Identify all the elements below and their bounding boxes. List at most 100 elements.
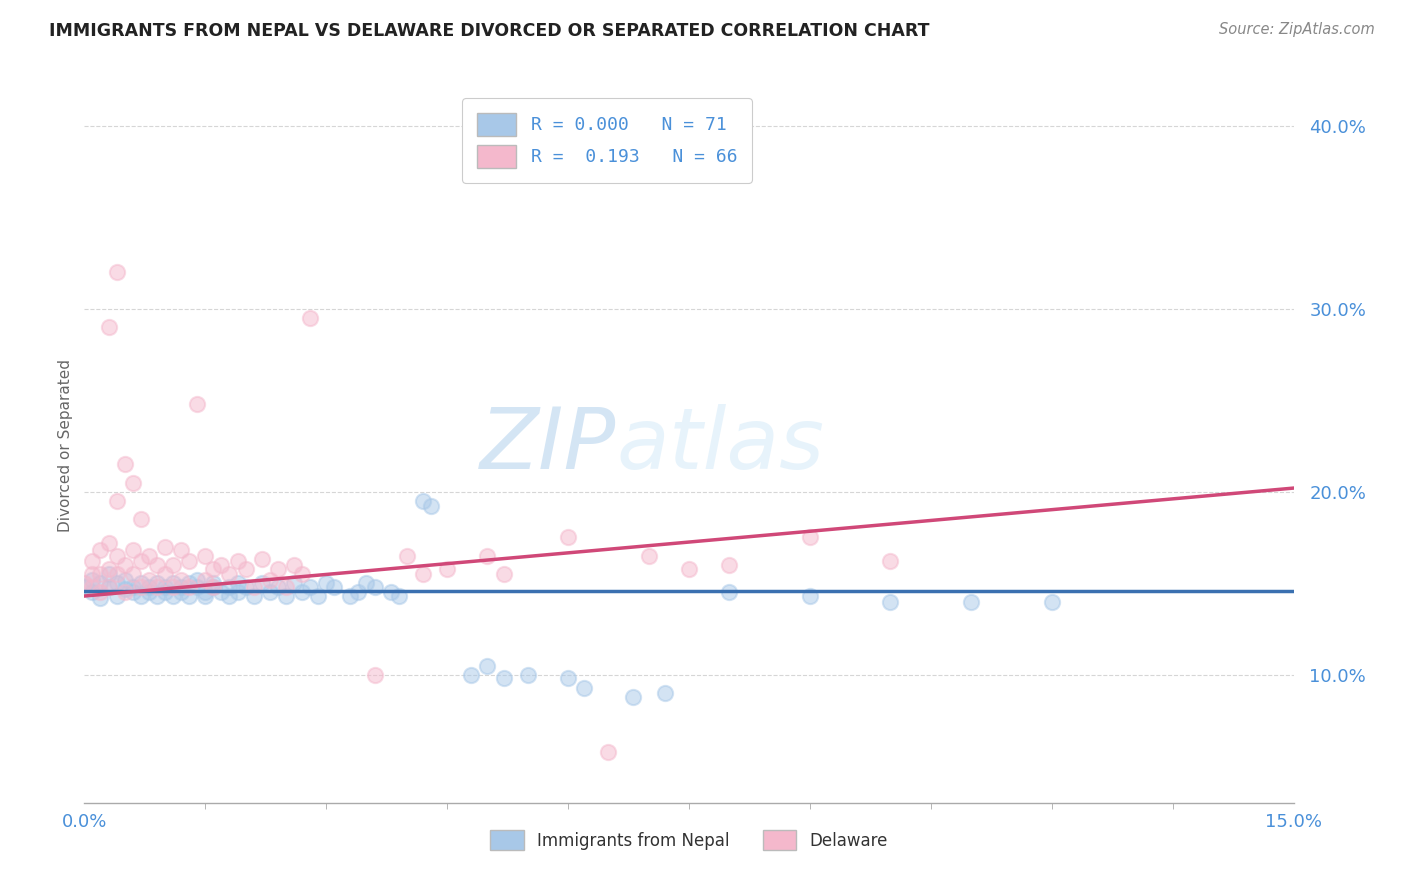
Point bbox=[146, 580, 169, 594]
Point bbox=[291, 585, 314, 599]
Point bbox=[138, 585, 160, 599]
Point bbox=[363, 667, 385, 681]
Point bbox=[114, 458, 136, 472]
Point bbox=[226, 554, 249, 568]
Point bbox=[492, 672, 515, 686]
Text: atlas: atlas bbox=[616, 404, 824, 488]
Point bbox=[89, 567, 111, 582]
Point bbox=[114, 582, 136, 596]
Point bbox=[153, 540, 176, 554]
Legend: Immigrants from Nepal, Delaware: Immigrants from Nepal, Delaware bbox=[482, 822, 896, 859]
Point bbox=[138, 580, 160, 594]
Point bbox=[598, 745, 620, 759]
Point bbox=[274, 580, 297, 594]
Point bbox=[678, 561, 700, 575]
Point bbox=[218, 567, 240, 582]
Point bbox=[218, 589, 240, 603]
Point bbox=[202, 580, 225, 594]
Point bbox=[97, 561, 120, 575]
Point bbox=[209, 585, 232, 599]
Point bbox=[162, 576, 184, 591]
Point bbox=[170, 573, 193, 587]
Point bbox=[73, 580, 96, 594]
Point bbox=[179, 554, 201, 568]
Point bbox=[420, 500, 443, 514]
Point bbox=[186, 573, 208, 587]
Point bbox=[82, 573, 104, 587]
Point bbox=[105, 589, 128, 603]
Point bbox=[242, 580, 264, 594]
Point bbox=[557, 672, 579, 686]
Point bbox=[129, 580, 152, 594]
Point bbox=[153, 567, 176, 582]
Point bbox=[654, 686, 676, 700]
Point bbox=[105, 567, 128, 582]
Point bbox=[412, 494, 434, 508]
Text: IMMIGRANTS FROM NEPAL VS DELAWARE DIVORCED OR SEPARATED CORRELATION CHART: IMMIGRANTS FROM NEPAL VS DELAWARE DIVORC… bbox=[49, 22, 929, 40]
Point bbox=[799, 531, 821, 545]
Point bbox=[380, 585, 402, 599]
Point bbox=[250, 552, 273, 566]
Point bbox=[209, 558, 232, 572]
Point bbox=[274, 589, 297, 603]
Point bbox=[105, 549, 128, 563]
Point bbox=[356, 576, 378, 591]
Text: ZIP: ZIP bbox=[479, 404, 616, 488]
Point bbox=[235, 561, 257, 575]
Point bbox=[460, 667, 482, 681]
Point bbox=[162, 558, 184, 572]
Point bbox=[121, 475, 143, 490]
Point bbox=[146, 558, 169, 572]
Point bbox=[637, 549, 659, 563]
Point bbox=[267, 580, 290, 594]
Point bbox=[572, 681, 595, 695]
Point bbox=[153, 580, 176, 594]
Point bbox=[82, 580, 104, 594]
Point bbox=[129, 576, 152, 591]
Point bbox=[291, 567, 314, 582]
Point bbox=[315, 576, 337, 591]
Point bbox=[621, 690, 644, 704]
Point bbox=[242, 589, 264, 603]
Point bbox=[97, 580, 120, 594]
Point bbox=[388, 589, 411, 603]
Point bbox=[718, 558, 741, 572]
Point bbox=[73, 576, 96, 591]
Point bbox=[259, 585, 281, 599]
Point bbox=[226, 585, 249, 599]
Point bbox=[299, 310, 322, 325]
Point bbox=[202, 576, 225, 591]
Point bbox=[121, 580, 143, 594]
Point bbox=[105, 265, 128, 279]
Point bbox=[97, 320, 120, 334]
Point bbox=[516, 667, 538, 681]
Point bbox=[267, 561, 290, 575]
Point bbox=[299, 580, 322, 594]
Point bbox=[170, 543, 193, 558]
Point bbox=[395, 549, 418, 563]
Point bbox=[283, 558, 305, 572]
Point bbox=[879, 594, 901, 608]
Point bbox=[194, 573, 217, 587]
Point bbox=[114, 558, 136, 572]
Point bbox=[179, 580, 201, 594]
Point bbox=[153, 585, 176, 599]
Point bbox=[1040, 594, 1063, 608]
Point bbox=[82, 554, 104, 568]
Point bbox=[194, 589, 217, 603]
Point bbox=[492, 567, 515, 582]
Point bbox=[339, 589, 361, 603]
Point bbox=[89, 591, 111, 605]
Point bbox=[162, 580, 184, 594]
Point bbox=[186, 580, 208, 594]
Point bbox=[179, 576, 201, 591]
Point bbox=[799, 589, 821, 603]
Point bbox=[202, 561, 225, 575]
Point bbox=[235, 580, 257, 594]
Point bbox=[477, 549, 499, 563]
Point bbox=[179, 589, 201, 603]
Point bbox=[436, 561, 458, 575]
Point bbox=[146, 589, 169, 603]
Point bbox=[105, 494, 128, 508]
Point bbox=[138, 573, 160, 587]
